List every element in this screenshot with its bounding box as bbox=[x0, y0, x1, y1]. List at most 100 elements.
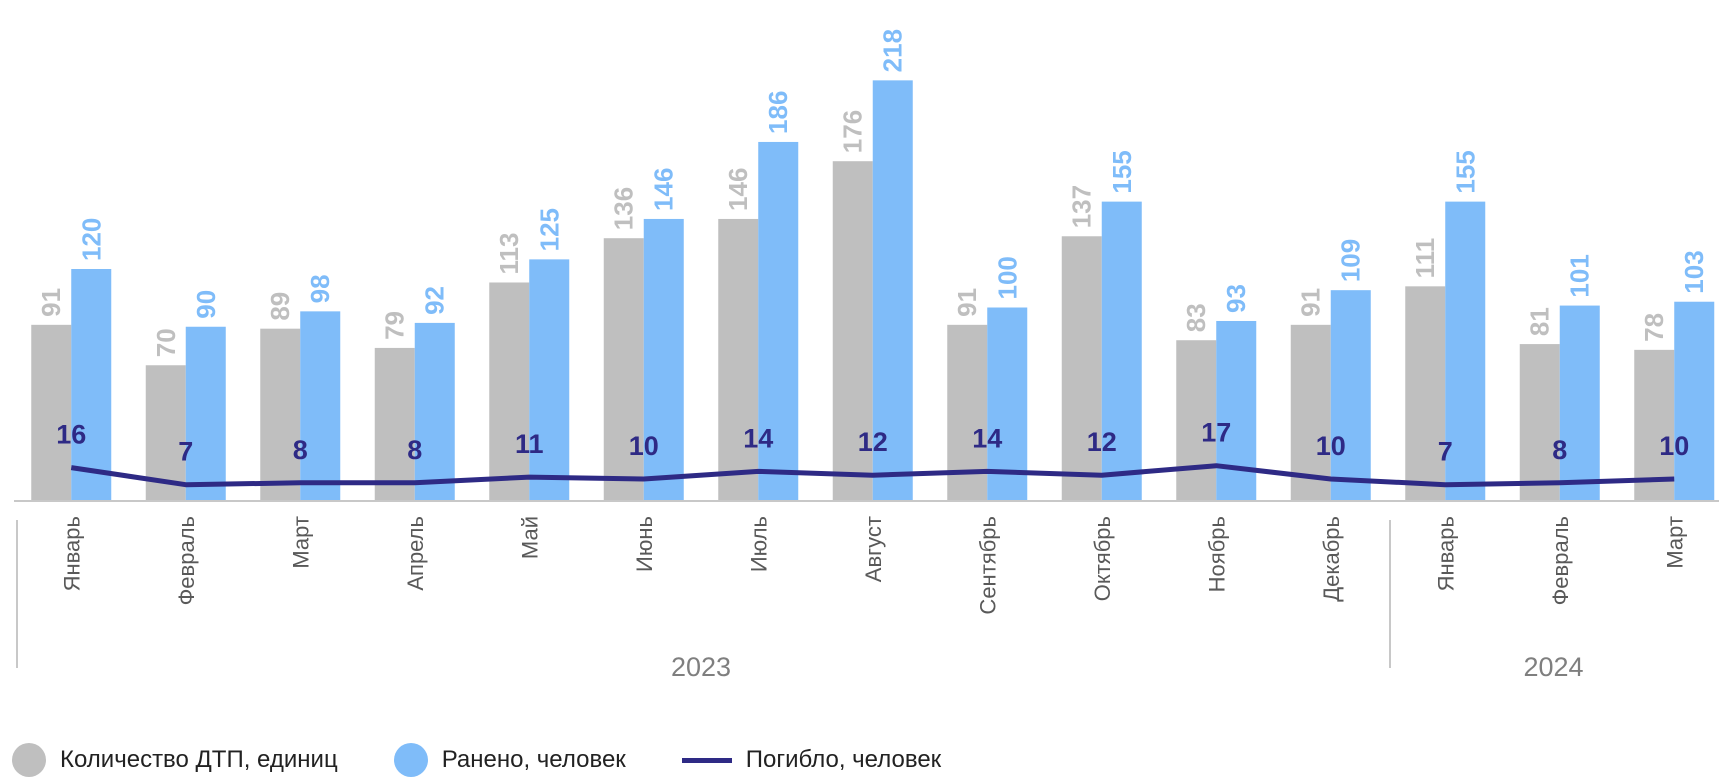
data-label-injured: 146 bbox=[649, 168, 679, 211]
data-label-killed: 7 bbox=[178, 437, 193, 467]
bar-accidents bbox=[603, 238, 644, 500]
bar-injured bbox=[1559, 305, 1600, 500]
bar-accidents bbox=[1634, 349, 1675, 500]
bar-injured bbox=[872, 80, 913, 500]
data-label-injured: 155 bbox=[1107, 150, 1137, 193]
data-label-injured: 125 bbox=[534, 208, 564, 251]
category-tick-label: Август bbox=[861, 516, 886, 582]
data-label-killed: 7 bbox=[1438, 437, 1453, 467]
data-label-killed: 16 bbox=[56, 420, 86, 450]
data-label-accidents: 136 bbox=[609, 187, 639, 230]
data-label-accidents: 78 bbox=[1639, 313, 1669, 342]
bar-accidents bbox=[31, 324, 72, 500]
data-label-injured: 98 bbox=[305, 274, 335, 303]
data-label-injured: 103 bbox=[1679, 250, 1709, 293]
bar-injured bbox=[987, 307, 1028, 500]
legend-swatch-injured bbox=[393, 743, 428, 777]
bar-accidents bbox=[1519, 344, 1560, 500]
category-tick-label: Январь bbox=[1433, 516, 1458, 591]
data-label-accidents: 91 bbox=[1296, 288, 1326, 317]
data-label-killed: 12 bbox=[858, 427, 888, 457]
bar-accidents bbox=[260, 328, 301, 500]
data-label-accidents: 70 bbox=[151, 328, 181, 357]
data-label-accidents: 137 bbox=[1067, 185, 1097, 228]
data-label-killed: 11 bbox=[515, 429, 544, 459]
bar-accidents bbox=[832, 161, 873, 500]
data-label-killed: 10 bbox=[1659, 431, 1689, 461]
bar-accidents bbox=[718, 218, 759, 500]
data-label-accidents: 83 bbox=[1181, 303, 1211, 332]
data-label-accidents: 146 bbox=[723, 168, 753, 211]
category-tick-label: Декабрь bbox=[1319, 516, 1344, 602]
data-label-killed: 14 bbox=[972, 423, 1002, 453]
bar-accidents bbox=[489, 282, 530, 500]
bar-accidents bbox=[374, 347, 415, 500]
category-tick-label: Март bbox=[288, 516, 313, 569]
data-label-injured: 92 bbox=[420, 286, 450, 315]
bar-injured bbox=[758, 141, 799, 500]
legend-label-killed: Погибло, человек bbox=[745, 746, 942, 773]
legend-item-killed: Погибло, человек bbox=[681, 746, 942, 774]
data-label-accidents: 111 bbox=[1410, 238, 1440, 279]
data-label-killed: 10 bbox=[629, 431, 659, 461]
chart: 91 120 Январь 70 90 Февраль 89 98 Март 79 92 Апрель… bbox=[14, 29, 1719, 680]
legend-swatch-killed bbox=[681, 757, 732, 763]
category-tick-label: Февраль bbox=[174, 516, 199, 605]
year-group-label: 2023 bbox=[671, 652, 731, 680]
data-label-accidents: 89 bbox=[265, 292, 295, 321]
legend-item-injured: Ранено, человек bbox=[393, 743, 626, 777]
data-label-injured: 120 bbox=[76, 218, 106, 261]
bar-injured bbox=[1216, 320, 1257, 500]
category-tick-label: Январь bbox=[59, 516, 84, 591]
data-label-injured: 109 bbox=[1336, 239, 1366, 282]
category-tick-label: Октябрь bbox=[1090, 516, 1115, 601]
bar-accidents bbox=[1405, 286, 1446, 500]
category-tick-label: Апрель bbox=[403, 516, 428, 591]
data-label-injured: 186 bbox=[763, 91, 793, 134]
data-label-killed: 8 bbox=[407, 435, 422, 465]
data-label-injured: 101 bbox=[1565, 254, 1595, 297]
year-group-label: 2024 bbox=[1523, 652, 1583, 680]
data-label-injured: 155 bbox=[1450, 150, 1480, 193]
data-label-killed: 12 bbox=[1087, 427, 1117, 457]
bar-injured bbox=[185, 326, 226, 500]
bar-injured bbox=[300, 311, 341, 500]
category-tick-label: Февраль bbox=[1548, 516, 1573, 605]
bar-injured bbox=[643, 218, 684, 500]
category-tick-label: Март bbox=[1662, 516, 1687, 569]
data-label-killed: 10 bbox=[1316, 431, 1346, 461]
data-label-injured: 218 bbox=[878, 29, 908, 72]
legend: Количество ДТП, единиц Ранено, человек П… bbox=[12, 742, 997, 778]
category-tick-label: Ноябрь bbox=[1204, 516, 1229, 592]
legend-label-injured: Ранено, человек bbox=[441, 746, 626, 773]
category-tick-label: Май bbox=[517, 516, 542, 559]
bar-accidents bbox=[1061, 236, 1102, 500]
bar-accidents bbox=[1176, 340, 1217, 500]
data-label-injured: 93 bbox=[1221, 284, 1251, 313]
legend-label-accidents: Количество ДТП, единиц bbox=[60, 746, 338, 773]
data-label-injured: 100 bbox=[992, 256, 1022, 299]
bar-injured bbox=[1330, 290, 1371, 500]
line-killed bbox=[70, 463, 1675, 488]
bar-injured bbox=[414, 322, 455, 500]
category-tick-label: Июль bbox=[746, 516, 771, 572]
category-tick-label: Июнь bbox=[632, 516, 657, 572]
data-label-accidents: 176 bbox=[838, 110, 868, 153]
legend-swatch-accidents bbox=[12, 743, 46, 777]
bar-accidents bbox=[1290, 324, 1331, 500]
data-label-killed: 8 bbox=[293, 435, 308, 465]
data-label-accidents: 81 bbox=[1525, 307, 1555, 336]
data-label-accidents: 91 bbox=[36, 288, 66, 317]
bar-injured bbox=[1445, 201, 1486, 500]
data-label-killed: 14 bbox=[743, 423, 773, 453]
category-tick-label: Сентябрь bbox=[975, 516, 1000, 615]
bar-injured bbox=[71, 269, 112, 500]
bar-injured bbox=[1101, 201, 1142, 500]
data-label-killed: 8 bbox=[1552, 435, 1567, 465]
data-label-accidents: 113 bbox=[494, 233, 524, 275]
bar-injured bbox=[529, 259, 570, 500]
data-label-accidents: 79 bbox=[380, 311, 410, 340]
data-label-accidents: 91 bbox=[952, 288, 982, 317]
legend-item-accidents: Количество ДТП, единиц bbox=[12, 743, 338, 777]
bar-injured bbox=[1674, 301, 1715, 500]
